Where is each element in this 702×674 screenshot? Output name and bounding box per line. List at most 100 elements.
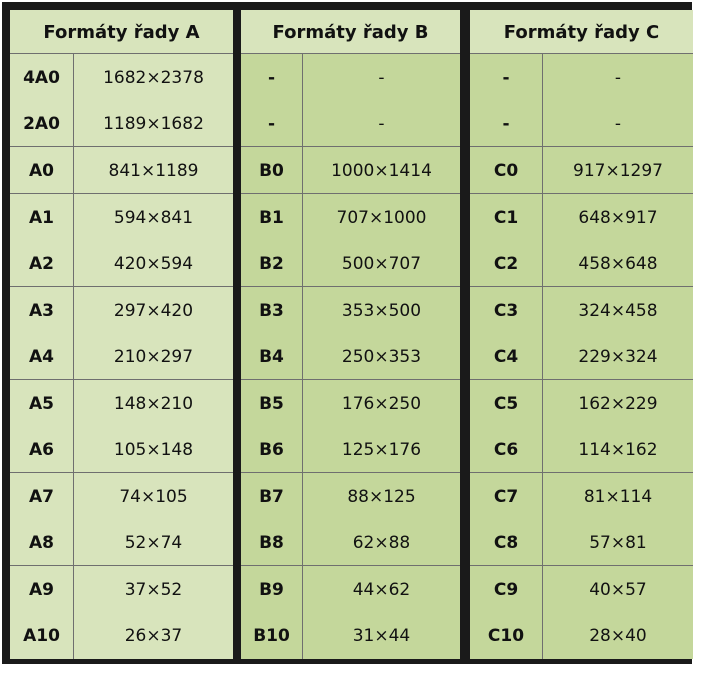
format-a-size: 420×594	[74, 241, 233, 287]
format-a-code: A8	[10, 520, 73, 566]
format-c-code: -	[470, 54, 542, 101]
row-gridline	[241, 193, 460, 194]
format-a-size: 37×52	[74, 566, 233, 613]
format-b-code: B7	[241, 473, 302, 520]
format-b-size: 44×62	[303, 566, 460, 613]
format-b-code: B1	[241, 194, 302, 241]
format-c-code: C1	[470, 194, 542, 241]
format-b-size: 125×176	[303, 427, 460, 473]
format-b-code: B6	[241, 427, 302, 473]
format-a-code: A10	[10, 613, 73, 659]
column-header: Formáty řady C	[470, 10, 693, 54]
group-divider	[461, 8, 469, 661]
format-a-size: 105×148	[74, 427, 233, 473]
format-b-size: 31×44	[303, 613, 460, 659]
row-gridline	[10, 565, 233, 566]
format-c-size: -	[543, 54, 693, 101]
row-gridline	[470, 53, 693, 54]
format-b-size: 353×500	[303, 287, 460, 334]
format-a-code: A3	[10, 287, 73, 334]
format-a-size: 297×420	[74, 287, 233, 334]
format-c-size: 162×229	[543, 380, 693, 427]
format-a-size: 148×210	[74, 380, 233, 427]
format-c-size: 917×1297	[543, 147, 693, 194]
format-b-size: 62×88	[303, 520, 460, 566]
row-gridline	[241, 379, 460, 380]
format-b-size: 176×250	[303, 380, 460, 427]
format-c-code: C10	[470, 613, 542, 659]
row-gridline	[470, 565, 693, 566]
row-gridline	[10, 146, 233, 147]
format-c-size: -	[543, 101, 693, 147]
format-a-code: A1	[10, 194, 73, 241]
format-b-code: B5	[241, 380, 302, 427]
row-gridline	[241, 53, 460, 54]
format-a-size: 52×74	[74, 520, 233, 566]
column-header: Formáty řady B	[241, 10, 460, 54]
format-b-code: B0	[241, 147, 302, 194]
format-b-code: B2	[241, 241, 302, 287]
format-c-code: C3	[470, 287, 542, 334]
format-b-size: 1000×1414	[303, 147, 460, 194]
format-b-code: -	[241, 54, 302, 101]
format-a-code: A0	[10, 147, 73, 194]
format-b-code: B3	[241, 287, 302, 334]
row-gridline	[10, 472, 233, 473]
format-b-size: -	[303, 54, 460, 101]
row-gridline	[10, 53, 233, 54]
row-gridline	[241, 286, 460, 287]
format-c-size: 324×458	[543, 287, 693, 334]
row-gridline	[241, 565, 460, 566]
format-a-code: A4	[10, 334, 73, 380]
format-c-size: 229×324	[543, 334, 693, 380]
format-a-size: 1682×2378	[74, 54, 233, 101]
row-gridline	[470, 193, 693, 194]
row-gridline	[470, 286, 693, 287]
row-gridline	[241, 472, 460, 473]
format-c-size: 40×57	[543, 566, 693, 613]
group-divider	[234, 8, 240, 661]
row-gridline	[470, 146, 693, 147]
row-gridline	[10, 379, 233, 380]
column-header: Formáty řady A	[10, 10, 233, 54]
format-c-code: C7	[470, 473, 542, 520]
format-a-code: A6	[10, 427, 73, 473]
format-b-size: 500×707	[303, 241, 460, 287]
format-a-size: 841×1189	[74, 147, 233, 194]
format-c-size: 458×648	[543, 241, 693, 287]
format-a-size: 26×37	[74, 613, 233, 659]
paper-formats-table: Formáty řady A Formáty řady B Formáty řady…	[8, 8, 694, 666]
format-a-code: A2	[10, 241, 73, 287]
row-gridline	[241, 146, 460, 147]
format-c-code: C0	[470, 147, 542, 194]
format-c-code: C6	[470, 427, 542, 473]
format-b-size: 707×1000	[303, 194, 460, 241]
format-a-code: A9	[10, 566, 73, 613]
format-c-size: 57×81	[543, 520, 693, 566]
format-b-size: -	[303, 101, 460, 147]
format-a-code: A5	[10, 380, 73, 427]
format-c-size: 648×917	[543, 194, 693, 241]
format-a-size: 594×841	[74, 194, 233, 241]
format-c-size: 114×162	[543, 427, 693, 473]
row-gridline	[470, 472, 693, 473]
format-b-code: -	[241, 101, 302, 147]
column-gridline	[73, 54, 74, 659]
format-c-code: -	[470, 101, 542, 147]
format-b-size: 250×353	[303, 334, 460, 380]
row-gridline	[470, 379, 693, 380]
format-a-code: A7	[10, 473, 73, 520]
row-gridline	[10, 193, 233, 194]
format-b-code: B4	[241, 334, 302, 380]
format-c-code: C9	[470, 566, 542, 613]
format-b-code: B8	[241, 520, 302, 566]
format-b-size: 88×125	[303, 473, 460, 520]
column-gridline	[542, 54, 543, 659]
format-c-size: 28×40	[543, 613, 693, 659]
format-b-code: B9	[241, 566, 302, 613]
format-a-size: 74×105	[74, 473, 233, 520]
format-a-code: 4A0	[10, 54, 73, 101]
format-c-code: C8	[470, 520, 542, 566]
format-b-code: B10	[241, 613, 302, 659]
format-c-code: C4	[470, 334, 542, 380]
